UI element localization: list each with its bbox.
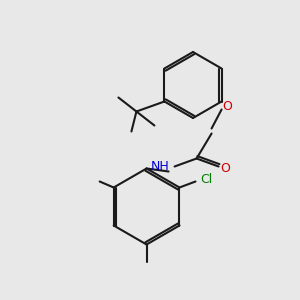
Text: Cl: Cl	[200, 173, 213, 186]
Text: O: O	[220, 162, 230, 175]
Text: NH: NH	[151, 160, 170, 173]
Text: O: O	[223, 100, 232, 113]
